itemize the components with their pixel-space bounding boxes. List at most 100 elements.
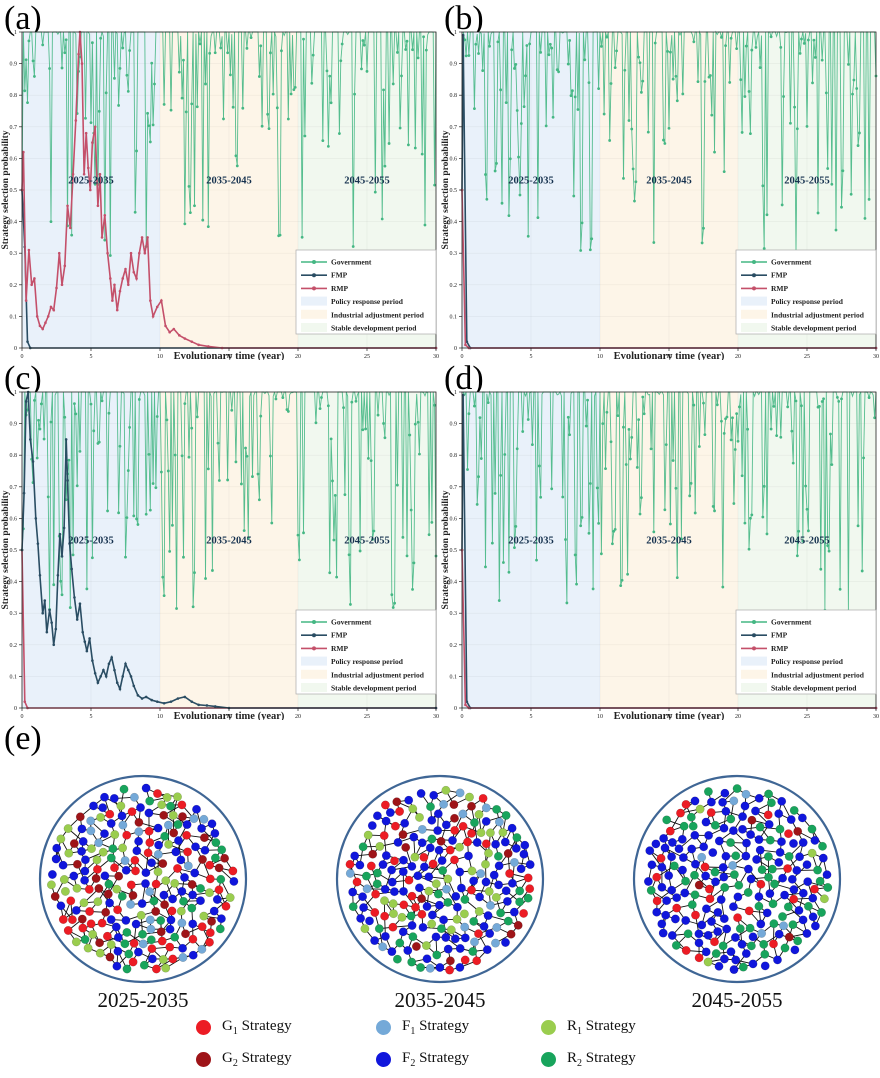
network-2045-2055 <box>632 774 842 984</box>
axis-ticks: 0 5 10 15 20 25 30 0 0.1 0.2 0.3 0.4 0.5 0.6 0.7 0.8 0.9… <box>10 30 440 360</box>
legend-entry-government: Government <box>331 618 372 627</box>
y-axis-label: Strategy selection probability <box>441 130 451 249</box>
strategy-label-G1: G1 Strategy <box>222 1018 292 1037</box>
chart-legend-box <box>295 609 437 695</box>
svg-text:0.9: 0.9 <box>10 62 18 68</box>
period-label-2: 2045-2055 <box>344 536 390 547</box>
strategy-label-R1: R1 Strategy <box>567 1018 636 1037</box>
svg-text:0.3: 0.3 <box>450 611 458 617</box>
svg-text:Stable development period: Stable development period <box>771 684 857 693</box>
network-2035-2045 <box>335 774 545 984</box>
svg-text:0.3: 0.3 <box>10 611 18 617</box>
svg-text:25: 25 <box>804 354 810 360</box>
svg-text:0: 0 <box>461 714 464 720</box>
strategy-dot-R1 <box>541 1020 556 1035</box>
y-axis-label: Strategy selection probability <box>1 130 11 249</box>
period-label-2: 2045-2055 <box>784 536 830 547</box>
svg-text:30: 30 <box>873 354 879 360</box>
svg-text:15: 15 <box>666 354 672 360</box>
x-axis-label: Evolutionary time (year) <box>174 711 285 720</box>
svg-text:0.1: 0.1 <box>450 674 458 680</box>
legend-entry-government: Government <box>771 618 812 627</box>
strategy-dot-F2 <box>376 1052 391 1067</box>
svg-text:10: 10 <box>157 714 163 720</box>
svg-text:1: 1 <box>14 30 17 36</box>
strategy-dot-G2 <box>196 1052 211 1067</box>
svg-text:0.5: 0.5 <box>10 548 18 554</box>
svg-text:0.9: 0.9 <box>10 422 18 428</box>
svg-text:0.2: 0.2 <box>10 643 18 649</box>
strategy-legend-item-F1: F1 Strategy <box>376 1018 541 1037</box>
svg-text:Industrial adjustment period: Industrial adjustment period <box>331 310 425 319</box>
period-label-2: 2045-2055 <box>344 176 390 187</box>
strategy-label-F1: F1 Strategy <box>402 1018 470 1037</box>
legend-entry-rmp: RMP <box>771 284 788 293</box>
svg-text:20: 20 <box>735 354 741 360</box>
network-label-1: 2025-2035 <box>97 988 189 1012</box>
legend-entry-fmp: FMP <box>771 271 788 280</box>
svg-text:0.5: 0.5 <box>450 188 458 194</box>
svg-text:0.6: 0.6 <box>10 516 18 522</box>
svg-text:5: 5 <box>90 354 93 360</box>
strategy-label-G2: G2 Strategy <box>222 1050 292 1069</box>
panel-label-d: (d) <box>444 360 484 397</box>
chart-legend-box <box>735 249 877 335</box>
strategy-dot-R2 <box>541 1052 556 1067</box>
panel-label-e: (e) <box>4 720 42 757</box>
svg-text:20: 20 <box>295 354 301 360</box>
svg-text:0: 0 <box>14 706 17 712</box>
series-fmp <box>20 390 438 710</box>
svg-text:0: 0 <box>461 354 464 360</box>
network-label-3: 2045-2055 <box>691 988 783 1012</box>
strategy-legend-item-R1: R1 Strategy <box>541 1018 691 1037</box>
svg-text:Policy response period: Policy response period <box>771 657 844 666</box>
chart-legend: Government FMP RMP Policy response period In… <box>735 249 877 335</box>
svg-text:20: 20 <box>735 714 741 720</box>
legend-entry-rmp: RMP <box>331 644 348 653</box>
x-axis-label: Evolutionary time (year) <box>614 711 725 720</box>
svg-text:0: 0 <box>454 706 457 712</box>
svg-text:10: 10 <box>597 354 603 360</box>
svg-text:0: 0 <box>14 346 17 352</box>
svg-text:15: 15 <box>666 714 672 720</box>
period-labels: 2025-2035 2035-2045 2045-2055 <box>508 536 830 547</box>
svg-text:Stable development period: Stable development period <box>331 684 417 693</box>
strategy-legend-item-R2: R2 Strategy <box>541 1050 691 1069</box>
svg-text:25: 25 <box>364 354 370 360</box>
period-labels: 2025-2035 2035-2045 2045-2055 <box>508 176 830 187</box>
legend-entry-government: Government <box>331 258 372 267</box>
svg-text:0.5: 0.5 <box>450 548 458 554</box>
svg-text:0.3: 0.3 <box>450 251 458 257</box>
legend-entry-rmp: RMP <box>331 284 348 293</box>
svg-text:Industrial adjustment period: Industrial adjustment period <box>771 310 865 319</box>
svg-text:0.6: 0.6 <box>10 156 18 162</box>
y-axis-label: Strategy selection probability <box>1 490 11 609</box>
network-nodes <box>345 785 535 975</box>
svg-text:0: 0 <box>21 354 24 360</box>
svg-text:15: 15 <box>226 354 232 360</box>
panel-label-c: (c) <box>4 360 42 397</box>
svg-text:0.9: 0.9 <box>450 422 458 428</box>
svg-text:0.7: 0.7 <box>450 125 458 131</box>
svg-text:0.4: 0.4 <box>450 580 458 586</box>
svg-text:5: 5 <box>90 714 93 720</box>
svg-text:0: 0 <box>454 346 457 352</box>
svg-text:Industrial adjustment period: Industrial adjustment period <box>331 670 425 679</box>
svg-text:0.4: 0.4 <box>10 220 18 226</box>
svg-text:30: 30 <box>873 714 879 720</box>
svg-text:25: 25 <box>364 714 370 720</box>
svg-text:10: 10 <box>157 354 163 360</box>
axis-ticks: 0 5 10 15 20 25 30 0 0.1 0.2 0.3 0.4 0.5 0.6 0.7 0.8 0.9… <box>450 30 880 360</box>
period-label-1: 2035-2045 <box>206 536 252 547</box>
svg-text:0.1: 0.1 <box>450 314 458 320</box>
strategy-legend: G1 Strategy F1 Strategy R1 Strategy G2 Stra… <box>196 1018 691 1069</box>
svg-text:0.4: 0.4 <box>450 220 458 226</box>
svg-text:Stable development period: Stable development period <box>771 324 857 333</box>
legend-entry-fmp: FMP <box>331 631 348 640</box>
period-labels: 2025-2035 2035-2045 2045-2055 <box>68 176 390 187</box>
period-label-2: 2045-2055 <box>784 176 830 187</box>
